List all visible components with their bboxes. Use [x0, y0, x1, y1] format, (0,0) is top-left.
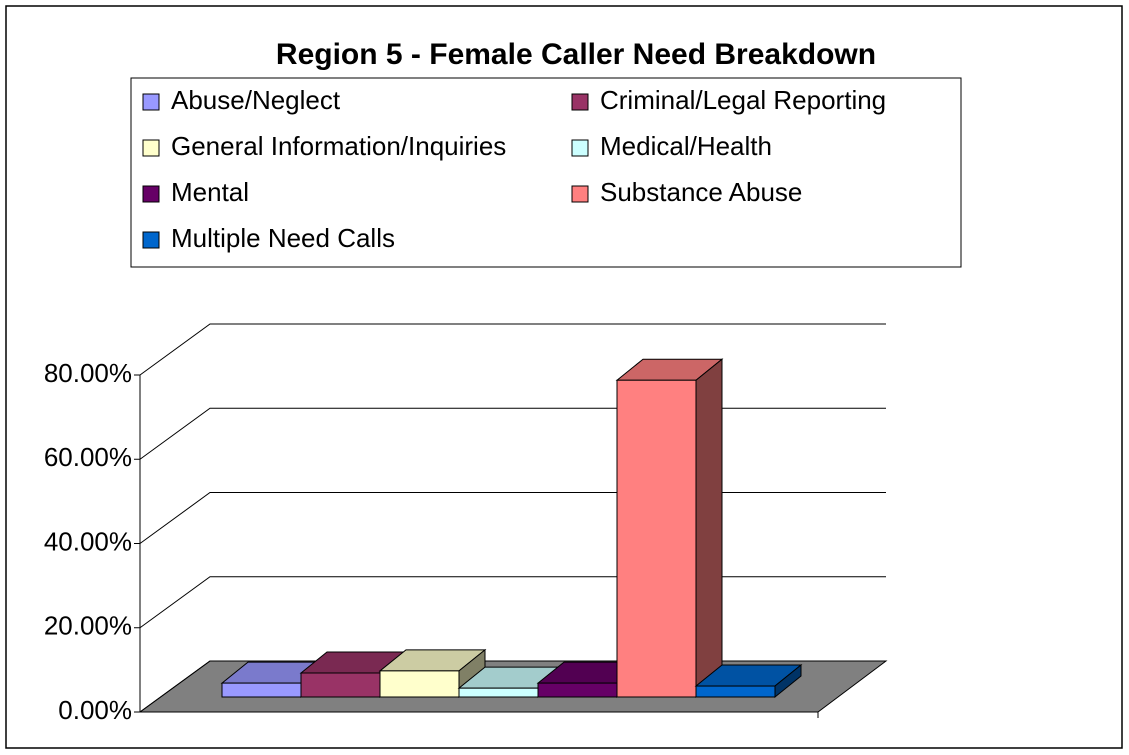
bar — [616, 379, 697, 698]
legend-label: General Information/Inquiries — [171, 131, 506, 161]
legend-label: Abuse/Neglect — [171, 85, 341, 115]
legend-label: Mental — [171, 177, 249, 207]
legend-swatch — [571, 185, 589, 203]
y-tick-label: 80.00% — [44, 358, 132, 388]
chart-title: Region 5 - Female Caller Need Breakdown — [276, 38, 876, 71]
y-tick-label: 0.00% — [58, 695, 132, 725]
bar — [695, 685, 776, 698]
y-tick-label: 20.00% — [44, 611, 132, 641]
legend-label: Criminal/Legal Reporting — [600, 85, 886, 115]
legend-box — [130, 77, 962, 268]
legend-label: Substance Abuse — [600, 177, 802, 207]
bar-side — [695, 358, 723, 699]
bar — [221, 682, 302, 698]
bar — [300, 672, 381, 698]
bar — [458, 687, 539, 698]
legend-label: Multiple Need Calls — [171, 223, 395, 253]
legend-swatch — [142, 139, 160, 157]
legend-swatch — [571, 139, 589, 157]
legend-swatch — [142, 185, 160, 203]
y-tick-label: 60.00% — [44, 442, 132, 472]
bar — [379, 670, 460, 698]
y-tick-label: 40.00% — [44, 526, 132, 556]
legend-swatch — [142, 93, 160, 111]
grid-line — [139, 323, 886, 376]
bar — [537, 682, 618, 698]
legend-swatch — [142, 231, 160, 249]
legend-label: Medical/Health — [600, 131, 772, 161]
legend-swatch — [571, 93, 589, 111]
